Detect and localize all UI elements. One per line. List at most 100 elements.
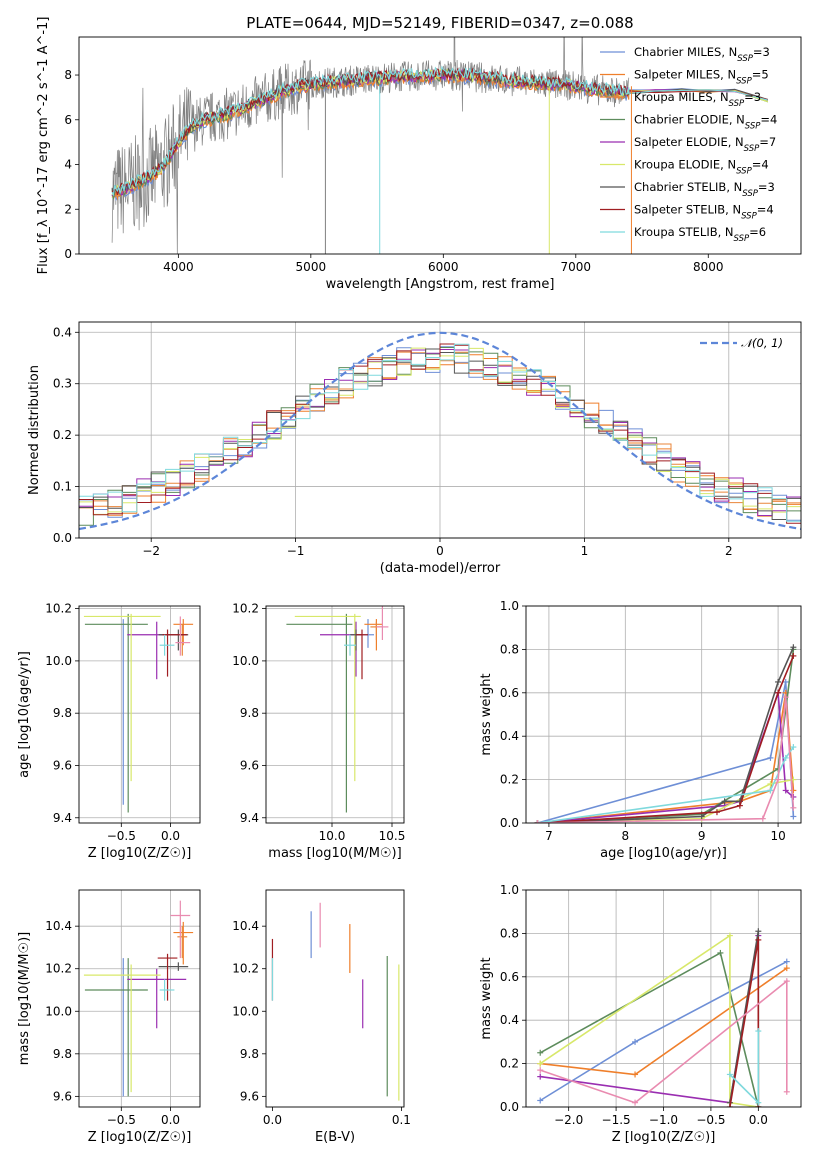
plot-area-spectrum: [111, 37, 769, 254]
x-tick-label: −2: [142, 544, 160, 558]
panel-age_vs_Z: −0.5 0.0 9.4 9.6 9.8 10.0 10.2 Z [log10(Z/Z☉)] a…: [17, 602, 201, 861]
x-axis-label: mass [log10(M/M☉)]: [268, 846, 401, 861]
y-tick-label: 10.4: [45, 919, 72, 933]
y-tick-label: 0.2: [53, 428, 72, 442]
y-tick-label: 0.4: [53, 325, 72, 339]
x-tick-label: 0.1: [392, 1113, 411, 1127]
plot-area-mass_vs_ebv: [271, 902, 400, 1101]
y-tick-label: 10.2: [45, 962, 72, 976]
y-axis-label: mass weight: [479, 957, 494, 1039]
series-line-chabrier_stelib: [537, 646, 795, 823]
legend-entry-chabrier_elodie: Chabrier ELODIE, NSSP=4: [634, 113, 777, 132]
y-axis-label: mass [log10(M/M☉)]: [17, 932, 32, 1065]
x-tick-label: 10: [770, 829, 785, 843]
x-tick-label: 10.0: [319, 829, 346, 843]
y-tick-label: 10.0: [232, 654, 259, 668]
spectrum-legend: Chabrier MILES, NSSP=3 Salpeter MILES, NS…: [600, 45, 777, 244]
y-tick-label: 1.0: [500, 599, 519, 613]
legend-entry-chabrier_miles: Chabrier MILES, NSSP=3: [634, 45, 770, 64]
legend-entry-salpeter_stelib: Salpeter STELIB, NSSP=4: [634, 203, 774, 222]
axes-frame: [525, 605, 802, 824]
legend-entry-salpeter_elodie: Salpeter ELODIE, NSSP=7: [634, 135, 776, 154]
x-tick-label: 1: [581, 544, 589, 558]
legend-entry-chabrier_stelib: Chabrier STELIB, NSSP=3: [634, 180, 775, 199]
y-tick-label: 4: [64, 158, 72, 172]
x-tick-label: 10.5: [379, 829, 406, 843]
y-tick-label: 9.8: [53, 706, 72, 720]
x-tick-label: 0.0: [161, 1113, 180, 1127]
axes-frame: [78, 889, 201, 1108]
axes-frame: [265, 889, 405, 1108]
x-tick-label: −1.0: [649, 1113, 678, 1127]
y-tick-label: 2: [64, 202, 72, 216]
y-tick-label: 10.0: [232, 1004, 259, 1018]
y-tick-label: 10.2: [232, 602, 259, 616]
y-axis-label: mass weight: [479, 673, 494, 755]
x-tick-label: 0.0: [263, 1113, 282, 1127]
y-tick-label: 9.4: [240, 811, 259, 825]
y-tick-label: 10.2: [232, 962, 259, 976]
plot-area-age_vs_mass: [286, 606, 389, 813]
x-axis-label: Z [log10(Z/Z☉)]: [88, 846, 192, 861]
y-tick-label: 9.6: [53, 758, 72, 772]
x-tick-label: 0.0: [749, 1113, 768, 1127]
plot-area-residuals: [79, 331, 801, 531]
series-line-salpeter_elodie: [540, 935, 760, 1104]
panel-mass_vs_Z: −0.5 0.0 9.6 9.8 10.0 10.2 10.4 Z [log10(Z/Z☉)]…: [17, 889, 201, 1145]
y-tick-label: 10.0: [45, 1004, 72, 1018]
y-tick-label: 0.1: [53, 480, 72, 494]
x-tick-label: 7: [545, 829, 553, 843]
y-tick-label: 0.0: [500, 1100, 519, 1114]
x-tick-label: 8: [621, 829, 629, 843]
y-tick-label: 0.6: [500, 970, 519, 984]
histogram-step-kroupa_stelib: [79, 343, 801, 522]
y-tick-label: 0.4: [500, 729, 519, 743]
x-tick-label: 8000: [693, 260, 724, 274]
axes-frame: [78, 36, 802, 255]
x-axis-label: wavelength [Angstrom, rest frame]: [326, 277, 555, 292]
y-axis-label: age [log10(age/yr)]: [17, 651, 32, 778]
y-tick-label: 10.2: [45, 602, 72, 616]
y-axis-label: Flux [f_λ 10^-17 erg cm^-2 s^-1 A^-1]: [36, 17, 51, 275]
y-tick-label: 9.8: [240, 706, 259, 720]
normal-curve: [79, 331, 801, 531]
axes-frame: [265, 605, 405, 824]
y-tick-label: 0.2: [500, 773, 519, 787]
legend-entry-salpeter_miles: Salpeter MILES, NSSP=5: [634, 68, 769, 87]
plot-area-massweight_vs_age: [534, 644, 797, 823]
series-line-salpeter_elodie: [537, 692, 794, 823]
model-line-kroupa_stelib: [111, 65, 769, 197]
x-tick-label: −0.5: [107, 829, 136, 843]
x-tick-label: −2.0: [554, 1113, 583, 1127]
histogram-step-kroupa_elodie: [79, 347, 801, 515]
x-axis-label: E(B-V): [315, 1130, 355, 1145]
x-tick-label: 6000: [428, 260, 459, 274]
x-tick-label: −0.5: [696, 1113, 725, 1127]
panel-mass_vs_ebv: 0.0 0.1 9.6 9.8 10.0 10.2 10.4 E(B-V): [232, 889, 411, 1145]
y-tick-label: 10.4: [232, 919, 259, 933]
x-tick-label: 4000: [163, 260, 194, 274]
axes-frame: [78, 321, 802, 539]
x-axis-label: age [log10(age/yr)]: [600, 846, 727, 861]
y-tick-label: 9.6: [240, 1089, 259, 1103]
panel-massweight_vs_Z: −2.0 −1.5 −1.0 −0.5 0.0 0.0 0.2 0.4 0.6 0.8 1.0 Z […: [479, 883, 802, 1145]
y-tick-label: 0.0: [53, 531, 72, 545]
series-line-salpeter_stelib: [537, 655, 795, 823]
figure-title: PLATE=0644, MJD=52149, FIBERID=0347, z=0…: [246, 14, 633, 32]
x-axis-label: (data-model)/error: [380, 561, 501, 576]
plot-area-massweight_vs_Z: [537, 928, 790, 1107]
series-line-kroupa_elodie: [539, 934, 759, 1107]
y-tick-label: 0.2: [500, 1057, 519, 1071]
x-tick-label: 9: [698, 829, 706, 843]
x-axis-label: Z [log10(Z/Z☉)]: [88, 1130, 192, 1145]
panel-spectrum: 4000 5000 6000 7000 8000 0 2 4 6 8 wavelength [Ang…: [36, 17, 802, 292]
y-tick-label: 9.8: [53, 1047, 72, 1061]
panel-age_vs_mass: 10.0 10.5 9.4 9.6 9.8 10.0 10.2 mass [log10(M/M…: [232, 602, 406, 861]
series-line-pink: [539, 979, 788, 1104]
axes-frame: [525, 889, 802, 1108]
x-tick-label: 7000: [561, 260, 592, 274]
y-tick-label: 10.0: [45, 654, 72, 668]
x-tick-label: −0.5: [107, 1113, 136, 1127]
y-tick-label: 9.4: [53, 811, 72, 825]
